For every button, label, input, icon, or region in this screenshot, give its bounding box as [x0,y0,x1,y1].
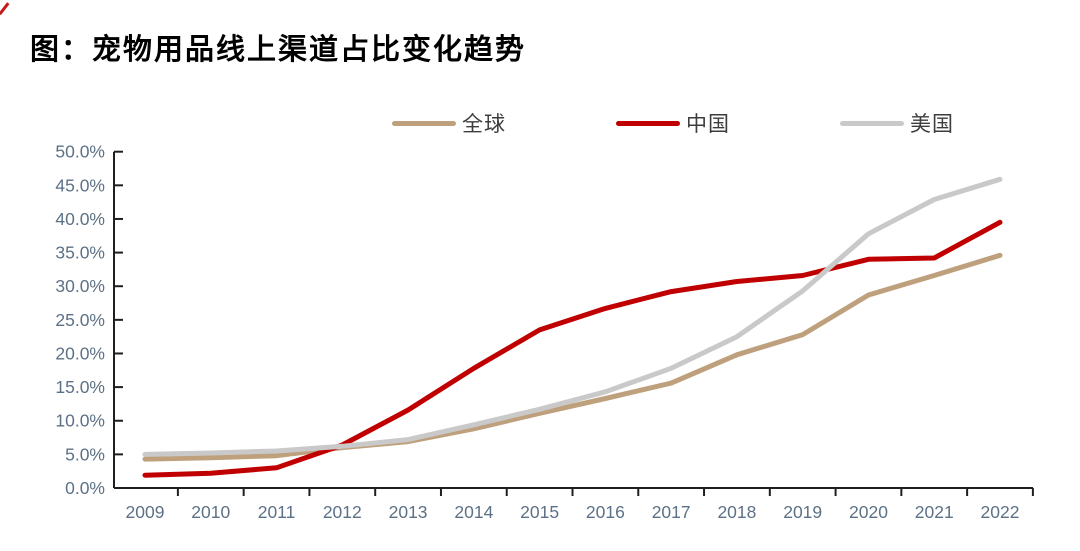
y-tick-label: 30.0% [55,276,105,296]
page-title: 图：宠物用品线上渠道占比变化趋势 [30,34,527,66]
legend-swatch-us [840,120,904,126]
chart-legend: 全球 中国 美国 [392,108,954,138]
x-tick-label: 2010 [191,502,230,522]
x-tick-label: 2018 [717,502,756,522]
y-tick-label: 5.0% [65,444,105,464]
x-tick-label: 2022 [981,502,1020,522]
legend-swatch-global [392,120,456,126]
y-tick-label: 45.0% [55,175,105,195]
y-tick-label: 40.0% [55,209,105,229]
x-tick-label: 2020 [849,502,888,522]
legend-label-china: 中国 [686,112,730,136]
legend-item-china: 中国 [616,108,730,138]
legend-swatch-china [616,120,680,126]
x-tick-label: 2015 [520,502,559,522]
x-tick-label: 2019 [783,502,822,522]
legend-item-global: 全球 [392,108,506,138]
legend-label-us: 美国 [910,112,954,136]
y-tick-label: 0.0% [65,478,105,498]
y-tick-label: 20.0% [55,343,105,363]
legend-item-us: 美国 [840,108,954,138]
x-tick-label: 2012 [323,502,362,522]
y-tick-label: 10.0% [55,411,105,431]
series-line-us [142,176,1003,457]
x-tick-label: 2017 [652,502,691,522]
y-tick-label: 35.0% [55,243,105,263]
y-tick-label: 15.0% [55,377,105,397]
y-tick-label: 50.0% [55,142,105,162]
legend-label-global: 全球 [462,112,506,136]
x-tick-label: 2009 [126,502,165,522]
series-line-global [142,252,1003,462]
y-tick-label: 25.0% [55,310,105,330]
x-tick-label: 2013 [389,502,428,522]
x-tick-label: 2014 [454,502,493,522]
x-tick-label: 2021 [915,502,954,522]
x-tick-label: 2011 [258,502,296,522]
series-line-china [142,219,1003,478]
x-tick-label: 2016 [586,502,625,522]
